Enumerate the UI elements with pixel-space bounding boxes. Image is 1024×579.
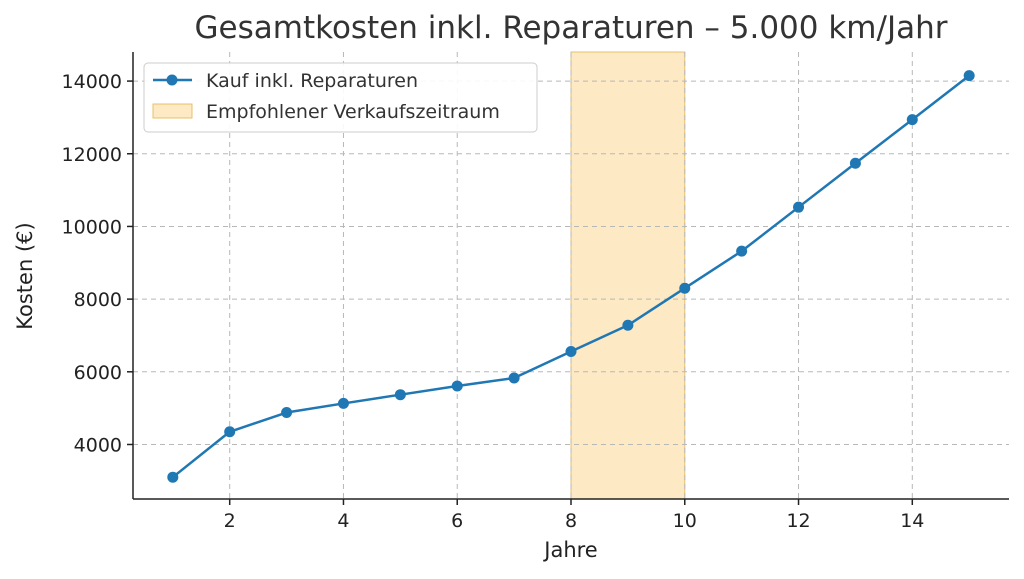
- data-point: [679, 282, 691, 294]
- x-tick-label: 8: [565, 510, 577, 532]
- x-tick-label: 14: [900, 510, 924, 532]
- legend-shade-swatch: [152, 103, 193, 119]
- data-point: [224, 426, 236, 438]
- x-axis-ticks: 2 4 6 8 10 12 14: [224, 499, 924, 532]
- y-tick-label: 10000: [62, 216, 122, 238]
- data-point: [736, 245, 748, 257]
- data-point: [849, 157, 861, 169]
- data-point: [963, 70, 975, 82]
- y-tick-label: 6000: [74, 362, 122, 384]
- data-point: [565, 345, 577, 357]
- y-tick-label: 12000: [62, 144, 122, 166]
- data-point: [281, 407, 293, 419]
- x-tick-label: 6: [451, 510, 463, 532]
- y-axis-ticks: 4000 6000 8000 10000 12000 14000: [62, 71, 133, 456]
- x-tick-label: 10: [673, 510, 697, 532]
- legend: Kauf inkl. Reparaturen Empfohlener Verka…: [143, 62, 538, 133]
- data-point: [508, 372, 520, 384]
- data-point: [622, 319, 634, 331]
- legend-marker-swatch: [166, 74, 178, 86]
- shaded-region-layer: [570, 51, 686, 500]
- data-point: [906, 114, 918, 126]
- data-point: [167, 471, 179, 483]
- data-point: [337, 397, 349, 409]
- shaded-region: [570, 51, 686, 500]
- x-tick-label: 4: [337, 510, 349, 532]
- legend-box: [143, 62, 538, 133]
- x-tick-label: 2: [224, 510, 236, 532]
- data-point: [451, 380, 463, 392]
- y-tick-label: 4000: [74, 434, 122, 456]
- data-point: [793, 201, 805, 213]
- chart-title: Gesamtkosten inkl. Reparaturen – 5.000 k…: [195, 10, 948, 46]
- legend-label-shaded-region: Empfohlener Verkaufszeitraum: [206, 101, 500, 123]
- x-tick-label: 12: [786, 510, 810, 532]
- y-tick-label: 14000: [62, 71, 122, 93]
- x-axis-label: Jahre: [542, 538, 597, 562]
- legend-label-series: Kauf inkl. Reparaturen: [206, 70, 418, 92]
- y-tick-label: 8000: [74, 289, 122, 311]
- y-axis-label: Kosten (€): [13, 222, 37, 329]
- series-layer: [167, 70, 975, 483]
- data-point: [394, 389, 406, 401]
